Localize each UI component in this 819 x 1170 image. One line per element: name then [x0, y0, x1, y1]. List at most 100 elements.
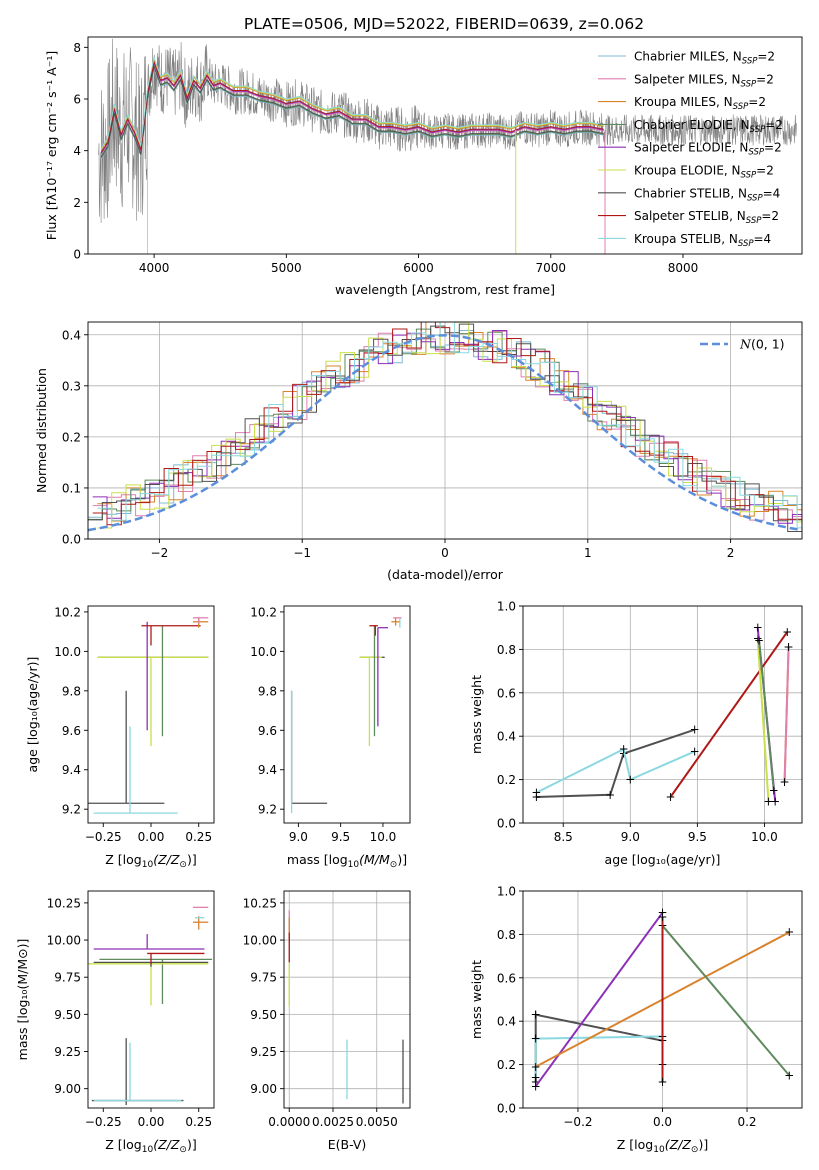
x-tick-label: 6000	[403, 261, 434, 275]
x-tick-label: 0.25	[185, 830, 212, 844]
y-axis-label: age [log₁₀(age/yr)]	[25, 657, 40, 773]
plot-area	[88, 617, 209, 814]
legend-label: Chabrier MILES, NSSP=2	[634, 50, 775, 67]
weight-series-line	[661, 925, 791, 1077]
histogram-step-line	[92, 322, 802, 526]
histogram-step-line	[88, 323, 802, 532]
weight-marker: +	[531, 1079, 541, 1093]
weight-marker: +	[782, 625, 792, 639]
x-axis-label: wavelength [Angstrom, rest frame]	[335, 282, 555, 297]
x-tick-label: 7000	[536, 261, 567, 275]
y-tick-label: 9.75	[250, 971, 277, 985]
y-tick-label: 0.2	[497, 1058, 516, 1072]
y-tick-label: 1.0	[497, 600, 516, 614]
y-tick-label: 9.4	[258, 763, 277, 777]
x-tick-label: 8.5	[554, 830, 573, 844]
weight-marker: +	[657, 1075, 667, 1089]
plot-area	[98, 38, 797, 254]
x-tick-label: 0.00	[138, 830, 165, 844]
plot-area	[88, 906, 213, 1106]
weight-series-line	[783, 647, 790, 782]
weight-marker: +	[690, 744, 700, 758]
weight-marker: +	[619, 742, 629, 756]
weight-marker: +	[754, 634, 764, 648]
x-tick-label: 10.0	[370, 830, 397, 844]
y-axis-label: Normed distribution	[34, 368, 49, 493]
legend-label: Salpeter STELIB, NSSP=2	[634, 209, 779, 226]
axes-frame	[283, 605, 411, 824]
weight-marker: +	[531, 1060, 541, 1074]
x-axis-label: Z [log10(Z/Z⊙)]	[105, 852, 196, 870]
weight-marker: +	[605, 788, 615, 802]
y-tick-label: 0.0	[62, 533, 81, 547]
y-tick-label: 0.6	[497, 971, 516, 985]
y-tick-label: 0.1	[62, 481, 81, 495]
weight-marker: +	[625, 773, 635, 787]
y-tick-label: 9.00	[250, 1082, 277, 1096]
y-axis-label: mass weight	[469, 675, 484, 754]
axes-frame	[283, 890, 411, 1109]
histogram-step-line	[97, 322, 802, 529]
legend-label: Salpeter ELODIE, NSSP=2	[634, 141, 782, 158]
y-tick-label: 4	[73, 144, 81, 158]
y-tick-label: 10.2	[54, 605, 81, 619]
x-tick-label: 9.0	[289, 830, 308, 844]
legend-label: Salpeter MILES, NSSP=2	[634, 72, 774, 89]
legend-label: Chabrier STELIB, NSSP=4	[634, 186, 780, 203]
y-tick-label: 1.0	[497, 885, 516, 899]
model-spectrum-line	[100, 64, 604, 158]
x-tick-label: 9.0	[621, 830, 640, 844]
weight-marker: +	[531, 1032, 541, 1046]
x-axis-label: Z [log10(Z/Z⊙)]	[617, 1137, 708, 1155]
x-axis-label: age [log₁₀(age/yr)]	[605, 852, 721, 867]
y-tick-label: 6	[73, 93, 81, 107]
figure-title: PLATE=0506, MJD=52022, FIBERID=0639, z=0…	[244, 15, 644, 33]
x-tick-label: 0.2	[737, 1115, 756, 1129]
y-tick-label: 10.00	[243, 934, 277, 948]
y-axis-label: mass [log₁₀(M/M⊙)]	[15, 939, 30, 1061]
y-tick-label: 0.0	[497, 1102, 516, 1116]
y-tick-label: 0.3	[62, 379, 81, 393]
age-vs-metallicity-panel: −0.25 0.00 0.25 9.2 9.4 9.6 9.8 10.0 10.2 Z [log1…	[25, 605, 215, 870]
y-tick-label: 10.25	[243, 896, 277, 910]
legend-label: Chabrier ELODIE, NSSP=2	[634, 118, 783, 135]
x-axis-label: (data-model)/error	[387, 567, 504, 582]
weight-marker: +	[784, 640, 794, 654]
histogram-step-line	[97, 322, 802, 529]
weight-marker: +	[531, 1008, 541, 1022]
y-tick-label: 9.2	[62, 803, 81, 817]
y-tick-label: 2	[73, 196, 81, 210]
x-axis-label: mass [log10(M/M⊙)]	[287, 852, 407, 870]
weight-marker: +	[531, 786, 541, 800]
spectrum-panel: 4000 5000 6000 7000 8000 0 2 4 6 8 wavelength [Ang…	[44, 36, 803, 297]
y-tick-label: 9.6	[62, 724, 81, 738]
y-tick-label: 10.0	[250, 645, 277, 659]
y-tick-label: 9.75	[54, 971, 81, 985]
weight-marker: +	[531, 1075, 541, 1089]
weight-series-line	[758, 640, 775, 791]
y-tick-label: 9.25	[54, 1045, 81, 1059]
mass-vs-ebv-panel: 0.0000 0.0025 0.0050 9.00 9.25 9.50 9.75 10.00 1…	[243, 890, 411, 1152]
y-axis-label: mass weight	[469, 960, 484, 1039]
weight-marker: +	[753, 621, 763, 635]
legend-label: N(0, 1)	[739, 337, 785, 352]
weight-marker: +	[657, 906, 667, 920]
plot-area	[290, 617, 402, 814]
plot-area	[88, 322, 802, 532]
weight-marker: +	[531, 790, 541, 804]
weight-marker: +	[784, 925, 794, 939]
model-spectrum-line	[100, 60, 604, 153]
model-spectrum-line	[100, 56, 604, 149]
residual-histogram-panel: −2 −1 0 1 2 0.0 0.1 0.2 0.3 0.4 (data-model)/error…	[34, 321, 803, 582]
y-tick-label: 0.4	[497, 730, 516, 744]
x-axis-label: E(B-V)	[328, 1137, 367, 1152]
x-tick-label: 8000	[668, 261, 699, 275]
x-tick-label: −0.2	[563, 1115, 592, 1129]
y-tick-label: 9.25	[250, 1045, 277, 1059]
normal-distribution-curve	[88, 334, 802, 532]
x-tick-label: −1	[293, 546, 311, 560]
histogram-step-line	[92, 330, 802, 521]
weight-marker: +	[770, 794, 780, 808]
x-axis-label: Z [log10(Z/Z⊙)]	[105, 1137, 196, 1155]
